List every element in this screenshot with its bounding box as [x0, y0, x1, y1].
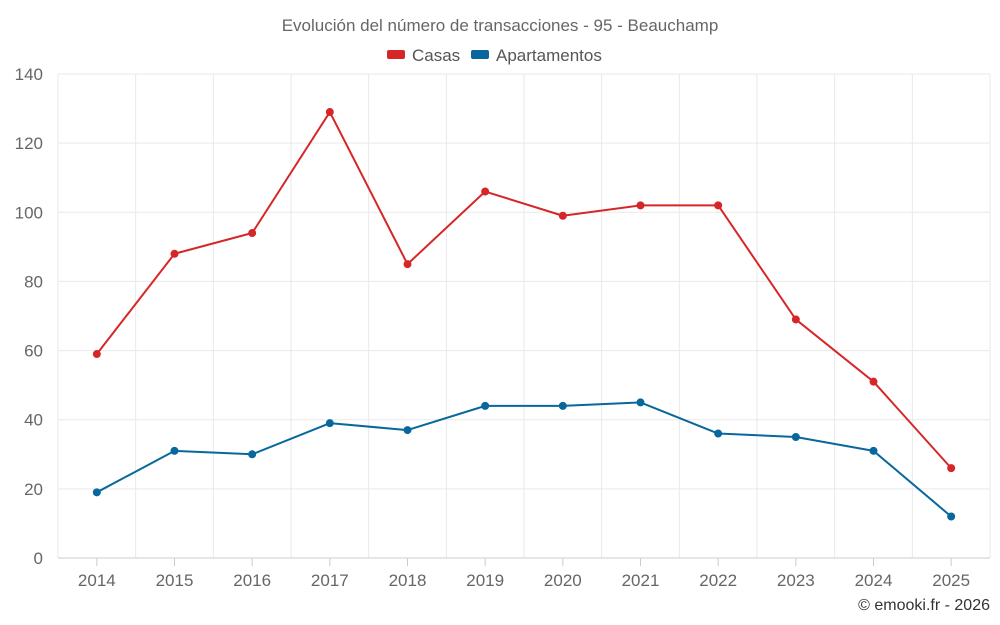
y-tick-label: 40 — [24, 411, 43, 430]
grid — [57, 73, 991, 558]
y-tick-label: 60 — [24, 342, 43, 361]
data-point-apartamentos-2022[interactable] — [714, 429, 723, 438]
legend-label-casas[interactable]: Casas — [412, 46, 460, 65]
data-point-casas-2018[interactable] — [403, 260, 412, 269]
data-point-casas-2025[interactable] — [947, 464, 956, 473]
x-tick-label-2017: 2017 — [311, 571, 349, 590]
x-tick-label-2015: 2015 — [156, 571, 194, 590]
x-tick-label-2020: 2020 — [544, 571, 582, 590]
data-point-casas-2016[interactable] — [248, 229, 257, 238]
data-point-casas-2019[interactable] — [481, 187, 490, 196]
x-tick-label-2025: 2025 — [932, 571, 970, 590]
y-axis-ticks: 0 20 40 60 80 100 120 140 — [15, 65, 43, 568]
legend: Casas Apartamentos — [387, 46, 602, 65]
x-tick-label-2016: 2016 — [233, 571, 271, 590]
chart-title: Evolución del número de transacciones - … — [282, 16, 719, 35]
data-point-apartamentos-2021[interactable] — [636, 398, 645, 407]
data-point-apartamentos-2017[interactable] — [325, 419, 334, 428]
y-tick-label: 140 — [15, 65, 43, 84]
series-line-casas — [96, 111, 952, 469]
x-tick-label-2019: 2019 — [466, 571, 504, 590]
data-point-casas-2022[interactable] — [714, 201, 723, 210]
y-tick-label: 120 — [15, 134, 43, 153]
data-point-apartamentos-2025[interactable] — [947, 512, 956, 521]
x-tick-label-2024: 2024 — [855, 571, 893, 590]
y-tick-label: 80 — [24, 272, 43, 291]
data-point-casas-2020[interactable] — [558, 211, 567, 220]
data-point-casas-2017[interactable] — [325, 108, 334, 117]
x-tick-label-2023: 2023 — [777, 571, 815, 590]
y-tick-label: 20 — [24, 480, 43, 499]
data-point-apartamentos-2015[interactable] — [170, 446, 179, 455]
y-tick-label: 0 — [34, 549, 43, 568]
x-tick-label-2021: 2021 — [622, 571, 660, 590]
data-point-apartamentos-2019[interactable] — [481, 401, 490, 410]
data-point-apartamentos-2018[interactable] — [403, 426, 412, 435]
legend-swatch-apartamentos — [471, 50, 489, 59]
data-point-apartamentos-2023[interactable] — [791, 433, 800, 441]
series-casas — [92, 108, 956, 473]
x-tick-label-2022: 2022 — [699, 571, 737, 590]
legend-swatch-casas — [387, 50, 405, 59]
y-tick-label: 100 — [15, 203, 43, 222]
series-layer — [92, 108, 956, 521]
legend-label-apartamentos[interactable]: Apartamentos — [496, 46, 602, 65]
x-axis-ticks: 2014 2015 2016 2017 2018 2019 2020 2021 2022 2023… — [78, 558, 970, 590]
x-tick-label-2014: 2014 — [78, 571, 116, 590]
data-point-apartamentos-2020[interactable] — [558, 401, 567, 410]
data-point-casas-2014[interactable] — [92, 350, 101, 359]
data-point-casas-2015[interactable] — [170, 249, 179, 258]
data-point-casas-2024[interactable] — [869, 377, 878, 386]
data-point-casas-2021[interactable] — [636, 201, 645, 210]
data-point-casas-2023[interactable] — [791, 315, 800, 324]
credit-text: © emooki.fr - 2026 — [858, 597, 990, 614]
data-point-apartamentos-2016[interactable] — [248, 450, 257, 459]
series-line-apartamentos — [96, 401, 952, 518]
data-point-apartamentos-2024[interactable] — [869, 446, 878, 455]
series-apartamentos — [92, 398, 956, 521]
x-tick-label-2018: 2018 — [389, 571, 427, 590]
data-point-apartamentos-2014[interactable] — [92, 488, 101, 497]
